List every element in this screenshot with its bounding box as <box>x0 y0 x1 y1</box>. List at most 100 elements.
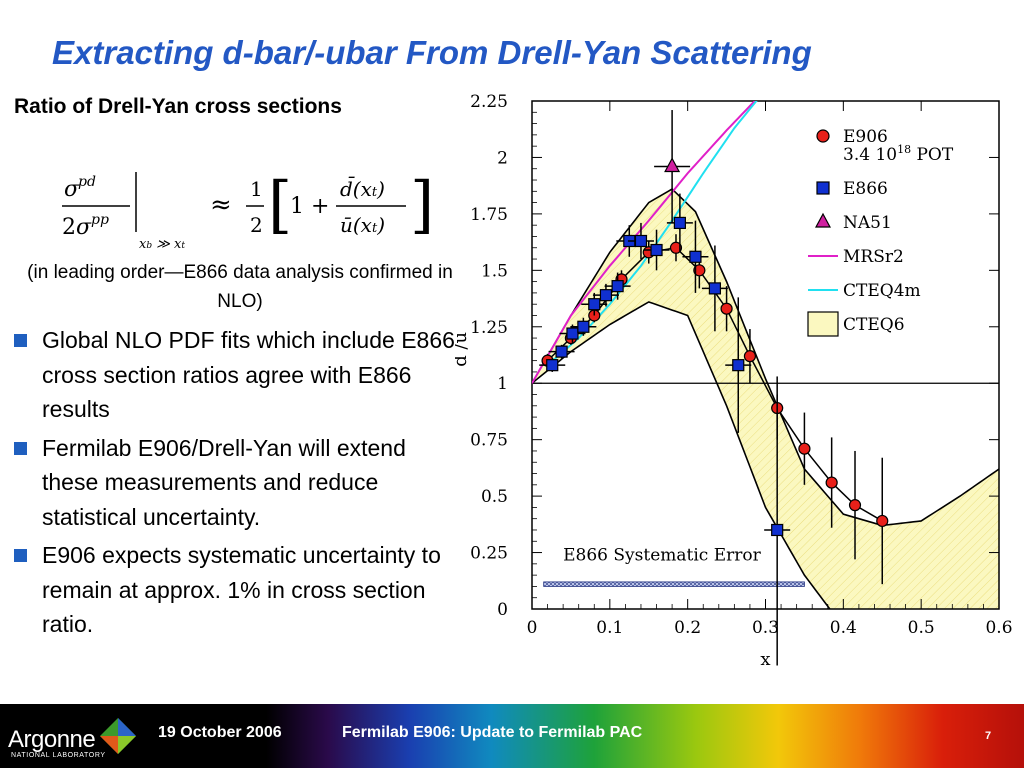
legend-label: E906 <box>843 127 888 147</box>
y-tick-label: 0.25 <box>470 544 508 564</box>
svg-text:1: 1 <box>250 177 263 201</box>
x-tick-label: 0.1 <box>596 618 623 638</box>
x-tick-label: 0.3 <box>752 618 779 638</box>
cteq6-lower-curve <box>532 301 831 609</box>
cross-section-ratio-formula: σ pd 2 σ pp xb ≫ xt ≈ 1 2 [ 1 + d̄(xt) ū… <box>60 168 440 254</box>
legend-suffix: POT <box>911 145 954 165</box>
footer-date: 19 October 2006 <box>158 724 282 741</box>
e906-point <box>798 442 811 455</box>
svg-text:1 +: 1 + <box>290 194 329 219</box>
formula-graphic: σ pd 2 σ pp xb ≫ xt ≈ 1 2 [ 1 + d̄(xt) ū… <box>62 168 434 252</box>
bullet-item: Fermilab E906/Drell-Yan will extend thes… <box>14 431 464 535</box>
e866-point <box>546 359 559 372</box>
x-tick-label: 0.4 <box>830 618 857 638</box>
x-axis-label: x <box>760 649 770 670</box>
e866-point <box>555 345 568 358</box>
e866-point <box>566 327 579 340</box>
ratio-chart: 0 0.1 0.2 0.3 0.4 0.5 0.6 0 0.25 0.5 0.75 1 1.25 1.5 1… <box>447 88 1015 683</box>
e906-point <box>720 302 733 315</box>
bullet-text: Global NLO PDF fits which include E866 c… <box>42 327 455 422</box>
cteq6-band-layer <box>532 188 999 609</box>
bullet-list: Global NLO PDF fits which include E866 c… <box>14 323 464 646</box>
e866-point <box>673 216 686 230</box>
svg-text:2: 2 <box>250 213 263 237</box>
legend-label: MRSr2 <box>843 247 904 267</box>
e866-point <box>689 250 702 263</box>
legend-triangle-icon <box>814 212 832 228</box>
mrsr2-curve <box>532 101 757 384</box>
y-tick-label: 2 <box>497 148 508 168</box>
e906-point <box>669 241 683 254</box>
e866-point <box>708 282 722 295</box>
svg-text:σ: σ <box>76 215 92 240</box>
e866-point <box>599 289 613 302</box>
e866-point <box>771 523 784 537</box>
x-tick-label: 0.6 <box>985 618 1012 638</box>
e866-point <box>577 320 590 333</box>
e906-point <box>693 264 706 277</box>
svg-text:pp: pp <box>91 212 109 228</box>
logo-subtext: NATIONAL LABORATORY <box>11 752 106 759</box>
x-tick-label: 0.5 <box>908 618 935 638</box>
svg-text:d̄(xt): d̄(xt) <box>340 176 385 201</box>
bullet-square-icon <box>14 334 27 347</box>
systematic-error-band <box>543 581 805 587</box>
subheading: Ratio of Drell-Yan cross sections <box>14 95 342 118</box>
e866-point <box>634 234 648 248</box>
svg-text:xb ≫ xt: xb ≫ xt <box>139 237 185 250</box>
legend-sublabel: 3.4 1018 POT <box>843 143 954 165</box>
legend-band-icon <box>807 311 839 337</box>
argonne-logo: Argonne NATIONAL LABORATORY <box>8 714 138 764</box>
na51-point <box>664 157 681 173</box>
e866-point <box>611 280 624 293</box>
y-tick-label: 0.5 <box>481 487 508 507</box>
svg-text:≈: ≈ <box>210 190 232 220</box>
legend-label: CTEQ4m <box>843 281 921 301</box>
svg-text:σ: σ <box>64 177 80 202</box>
legend-label: NA51 <box>843 213 892 233</box>
legend-superscript: 18 <box>897 143 911 156</box>
x-tick-label: 0 <box>527 618 538 638</box>
svg-text:pd: pd <box>78 174 96 190</box>
bullet-square-icon <box>14 549 27 562</box>
e866-point <box>732 359 745 372</box>
argonne-triangle-icon <box>100 718 136 754</box>
footer-title: Fermilab E906: Update to Fermilab PAC <box>342 724 643 741</box>
systematic-error-label: E866 Systematic Error <box>563 545 761 565</box>
analysis-note: (in leading order—E866 data analysis con… <box>27 262 453 312</box>
bullet-item: E906 expects systematic uncertainty to r… <box>14 538 464 642</box>
cteq6-upper-curve <box>532 188 999 527</box>
bullet-item: Global NLO PDF fits which include E866 c… <box>14 323 464 427</box>
logo-wordmark: Argonne <box>8 726 96 753</box>
y-tick-label: 1 <box>497 374 508 394</box>
cteq6-band <box>532 189 999 609</box>
svg-text:ū(xt): ū(xt) <box>340 213 385 237</box>
bullet-text: Fermilab E906/Drell-Yan will extend thes… <box>42 434 406 530</box>
page-number: 7 <box>985 730 992 742</box>
slide-title: Extracting d-bar/-ubar From Drell-Yan Sc… <box>52 34 812 71</box>
y-tick-label: 1.75 <box>470 205 508 225</box>
legend-circle-icon <box>816 129 830 143</box>
y-tick-label: 0 <box>497 600 508 620</box>
e906-point <box>876 514 889 528</box>
x-tick-label: 0.2 <box>674 618 701 638</box>
y-tick-label: 0.75 <box>470 431 508 451</box>
bullet-square-icon <box>14 441 27 455</box>
footer-bar: Argonne NATIONAL LABORATORY 19 October 2… <box>0 704 1024 768</box>
svg-text:[: [ <box>268 168 292 241</box>
y-tick-label: 1.25 <box>470 318 508 338</box>
e906-point <box>743 350 757 363</box>
e906-point <box>825 476 838 489</box>
bullet-text: E906 expects systematic uncertainty to r… <box>42 542 441 637</box>
svg-text:2: 2 <box>62 215 76 240</box>
e866-point <box>650 243 663 257</box>
svg-text:]: ] <box>410 168 434 241</box>
e906-point <box>848 499 862 512</box>
points-layer <box>539 110 889 666</box>
y-tick-label: 1.5 <box>481 261 508 281</box>
y-axis-label: d̄ /ū <box>455 332 471 367</box>
y-tick-label: 2.25 <box>470 92 508 112</box>
legend-label: E866 <box>843 179 888 199</box>
legend-square-icon <box>816 181 830 195</box>
